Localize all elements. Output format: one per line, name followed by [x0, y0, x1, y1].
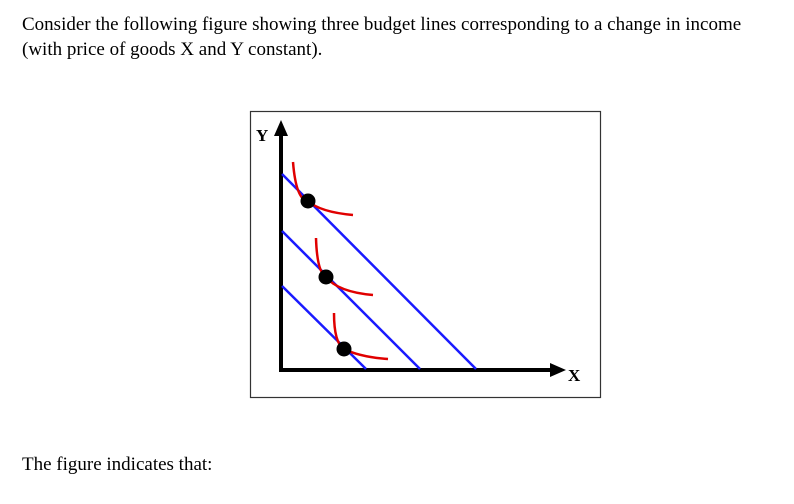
y-arrow [274, 120, 288, 136]
tangency-point [300, 193, 316, 209]
indifference-curves [291, 161, 389, 361]
question-line: (with price of goods X and Y constant). [22, 39, 323, 60]
tangency-point [336, 341, 352, 357]
indifference-curve [314, 237, 374, 297]
y-label: Y [256, 126, 268, 145]
budget-line [281, 230, 421, 370]
tangency-point [318, 269, 334, 285]
x-arrow [550, 363, 566, 377]
question-line: Consider the following figure showing th… [22, 14, 742, 35]
x-label: X [568, 366, 581, 385]
figure-frame [249, 110, 602, 399]
indifference-curve [291, 161, 354, 217]
budget-line [281, 285, 367, 370]
prompt: The figure indicates that: [22, 454, 213, 475]
